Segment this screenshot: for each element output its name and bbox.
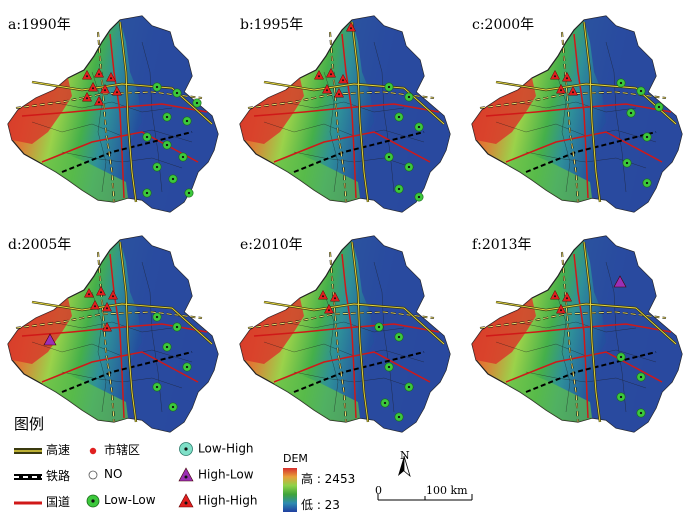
panel-label: a:1990年 [8,17,71,33]
national-road-line-icon [14,501,42,504]
dem-color-ramp [283,468,297,512]
henan-map-1995 [238,14,452,214]
henan-map-2010 [238,234,452,434]
legend-label: 国道 [46,495,71,509]
dem-high-label: 高 : 2453 [301,472,356,486]
legend-label: Low-High [198,441,254,456]
high-low-marker [613,275,627,288]
legend-item-railway: 铁路 [14,467,70,484]
panel-label: e:2010年 [240,237,303,253]
legend-label: 市辖区 [104,443,141,457]
legend-label: High-Low [198,467,254,482]
railway-line-icon [14,473,42,480]
panel-label: f:2013年 [472,237,532,253]
henan-map-2013 [470,234,684,434]
legend-title: 图例 [14,415,45,433]
red-triangle-icon [178,493,194,508]
panel-label: b:1995年 [240,17,304,33]
legend-label: 高速 [46,443,71,457]
panel-label: c:2000年 [472,17,535,33]
legend-item-high-high: High-High [178,493,258,509]
legend-item-national-road: 国道 [14,493,70,510]
henan-map-2000 [470,14,684,214]
scale-zero-label: 0 [375,484,382,497]
legend-item-low-high: Low-High [178,441,254,457]
henan-map-2005 [6,234,220,434]
map-panel-1990: a:1990年 [2,12,234,242]
green-dot-circle-icon [86,494,100,507]
map-panel-2005: d:2005年 [2,232,234,462]
legend-label: High-High [198,493,258,508]
north-label: N [400,449,410,462]
legend-item-no: NO [86,467,122,482]
legend-label: 铁路 [46,469,71,483]
map-panel-2013: f:2013年 [466,232,698,462]
legend-item-low-low: Low-Low [86,493,156,508]
legend-label: Low-Low [104,493,156,507]
map-panel-2010: e:2010年 [234,232,466,462]
purple-triangle-icon [178,467,194,482]
legend-label: NO [104,467,123,481]
dem-low-label: 低 : 23 [301,498,340,512]
hollow-circle-icon [88,470,98,479]
scale-bar [377,455,473,501]
legend-item-high-low: High-Low [178,467,254,483]
legend-item-district: 市辖区 [86,441,140,458]
scale-distance-label: 100 km [426,484,468,497]
panel-label: d:2005年 [8,237,72,253]
map-panel-2000: c:2000年 [466,12,698,242]
expressway-line-icon [14,447,42,454]
cyan-circle-icon [179,442,193,456]
legend-item-expressway: 高速 [14,441,70,458]
henan-map-1990 [6,14,220,214]
north-arrow-icon [398,455,411,478]
red-dot-icon [89,447,97,454]
dem-title: DEM [283,452,308,465]
map-panel-1995: b:1995年 [234,12,466,242]
high-low-marker [43,333,57,346]
